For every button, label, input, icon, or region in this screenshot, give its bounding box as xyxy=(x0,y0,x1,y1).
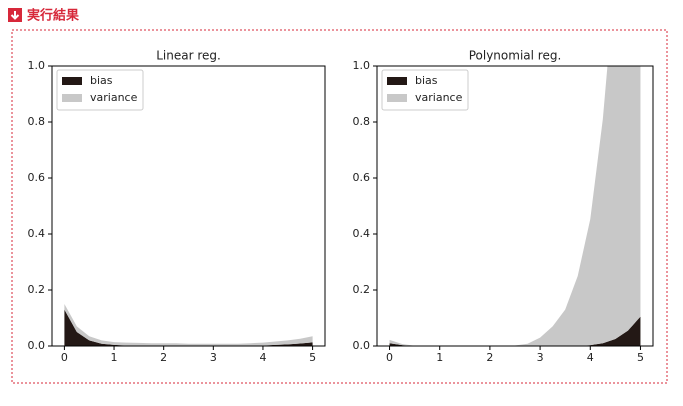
x-tick-label: 0 xyxy=(386,351,393,364)
plot-area xyxy=(389,66,641,346)
y-tick-label: 1.0 xyxy=(353,59,371,72)
y-tick-label: 0.0 xyxy=(28,339,46,352)
x-tick-label: 3 xyxy=(210,351,217,364)
y-tick-label: 0.0 xyxy=(353,339,371,352)
area-0 xyxy=(389,316,641,346)
chart-title: Linear reg. xyxy=(156,49,221,63)
axes-frame xyxy=(51,65,326,347)
y-tick-label: 0.2 xyxy=(353,283,371,296)
y-tick-label: 0.2 xyxy=(28,283,46,296)
arrow-icon xyxy=(10,11,20,20)
y-tick-label: 0.6 xyxy=(353,171,371,184)
x-tick-label: 2 xyxy=(160,351,167,364)
header-title: 実行結果 xyxy=(27,8,79,24)
plot-area xyxy=(64,304,313,346)
x-tick-label: 3 xyxy=(537,351,544,364)
area-1 xyxy=(389,66,641,346)
x-tick-label: 4 xyxy=(259,351,266,364)
y-tick-label: 0.6 xyxy=(28,171,46,184)
legend-swatch xyxy=(62,94,82,102)
chart-title: Polynomial reg. xyxy=(469,49,562,63)
y-tick-label: 0.4 xyxy=(28,227,46,240)
y-tick-label: 0.8 xyxy=(353,115,371,128)
y-tick-label: 0.8 xyxy=(28,115,46,128)
legend-label: variance xyxy=(415,91,463,104)
legend-swatch xyxy=(62,77,82,85)
legend-label: variance xyxy=(90,91,138,104)
y-tick-label: 0.4 xyxy=(353,227,371,240)
axes-frame xyxy=(376,65,654,347)
x-tick-label: 1 xyxy=(111,351,118,364)
x-tick-label: 1 xyxy=(436,351,443,364)
x-tick-label: 5 xyxy=(637,351,644,364)
legend-swatch xyxy=(387,94,407,102)
area-1 xyxy=(64,304,313,346)
legend-label: bias xyxy=(90,74,113,87)
y-tick-label: 1.0 xyxy=(28,59,46,72)
area-0 xyxy=(64,309,313,346)
x-tick-label: 5 xyxy=(309,351,316,364)
x-tick-label: 0 xyxy=(61,351,68,364)
legend-swatch xyxy=(387,77,407,85)
legend-label: bias xyxy=(415,74,438,87)
x-tick-label: 4 xyxy=(587,351,594,364)
x-tick-label: 2 xyxy=(486,351,493,364)
